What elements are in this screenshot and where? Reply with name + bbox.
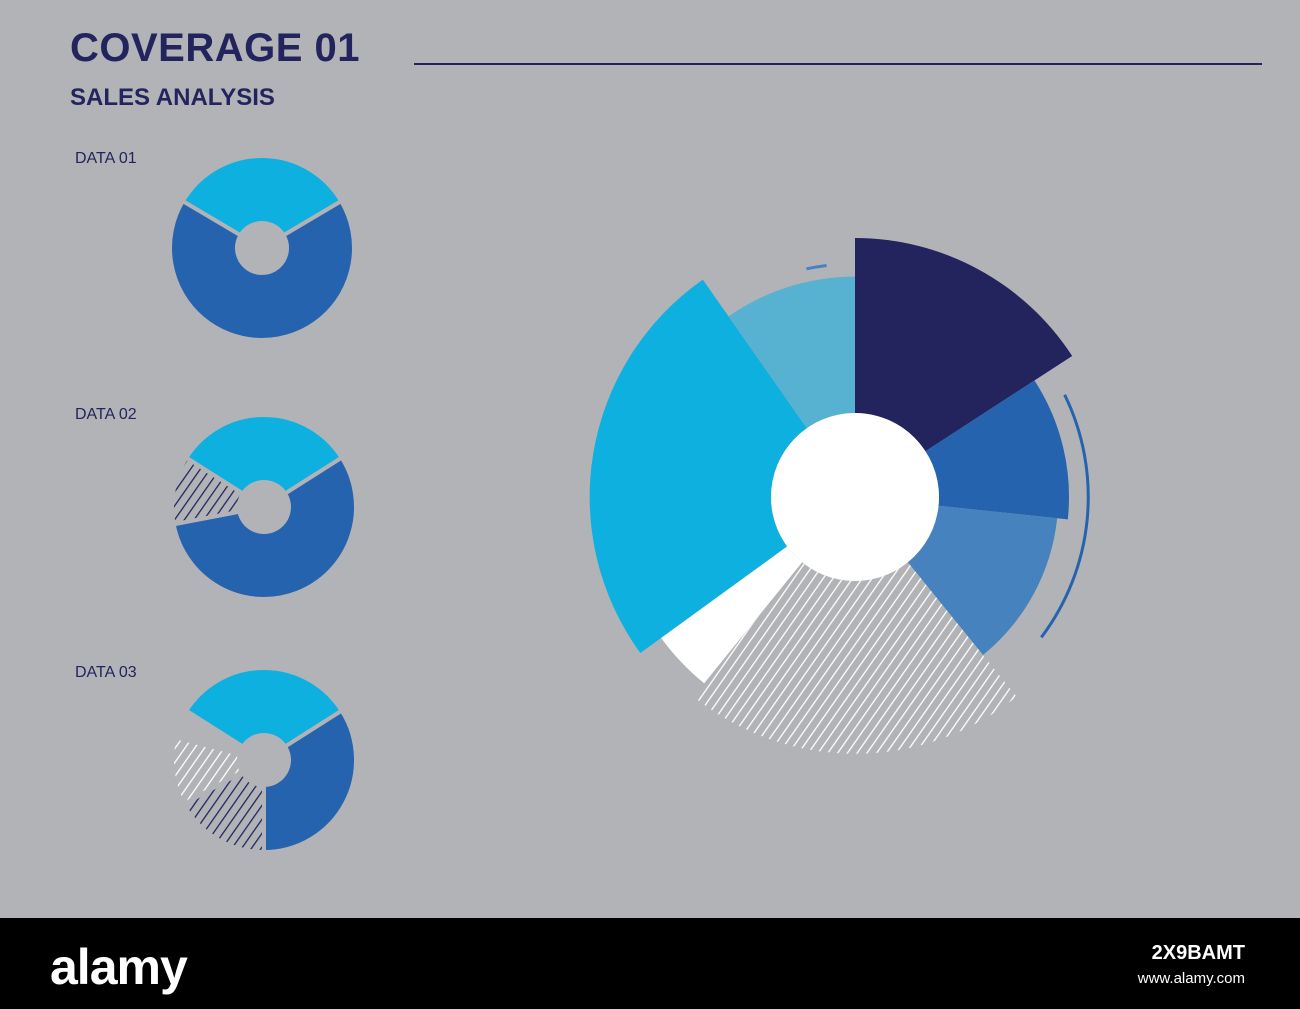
data-01-donut-chart — [168, 154, 356, 342]
data-03-donut-chart — [170, 666, 358, 855]
footer-bar: alamy 2X9BAMT www.alamy.com — [0, 918, 1300, 1009]
coverage-slice-6 — [589, 279, 807, 653]
outer-ring-arc-2 — [1040, 394, 1090, 639]
data-03-label: DATA 03 — [75, 664, 137, 681]
coverage-slice-5 — [661, 546, 803, 684]
donut-hole — [771, 413, 939, 581]
data-02-donut-chart — [170, 413, 358, 601]
donut-hole — [239, 735, 289, 785]
main-coverage-chart — [589, 238, 1090, 754]
footer-logo: alamy — [50, 939, 188, 995]
donut-hole — [239, 482, 289, 532]
coverage-slice-2 — [925, 380, 1069, 520]
data-02-label: DATA 02 — [75, 406, 137, 423]
outer-ring-arc-1 — [806, 263, 827, 271]
coverage-slice-7 — [728, 276, 855, 429]
page-subtitle: SALES ANALYSIS — [70, 84, 275, 111]
footer-image-id: 2X9BAMT — [1151, 942, 1245, 964]
title-divider — [414, 63, 1262, 65]
footer-url: www.alamy.com — [1137, 970, 1245, 987]
coverage-slice-4 — [693, 562, 1017, 754]
donut-hole — [237, 223, 287, 273]
coverage-slice-1 — [855, 238, 1073, 452]
coverage-slice-3 — [907, 505, 1058, 655]
page-title: COVERAGE 01 — [70, 26, 361, 70]
data-01-label: DATA 01 — [75, 150, 137, 167]
